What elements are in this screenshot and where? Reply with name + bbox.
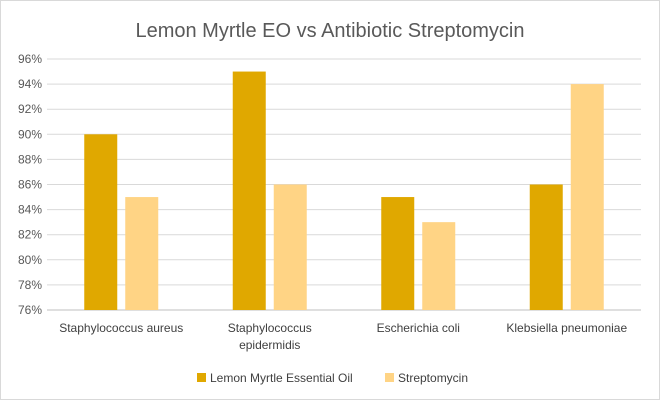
legend-swatch [385,373,394,382]
bar-streptomycin [273,184,307,310]
legend-swatch [197,373,206,382]
bar-lemon-myrtle [381,197,415,310]
y-tick-label: 82% [18,228,42,242]
x-category-label: epidermidis [239,338,300,352]
x-axis-categories: Staphylococcus aureus Staphylococcus epide… [59,321,627,352]
y-tick-label: 80% [18,253,42,267]
y-tick-label: 84% [18,203,42,217]
bar-streptomycin [125,197,159,310]
y-tick-label: 96% [18,52,42,66]
legend: Lemon Myrtle Essential Oil Streptomycin [197,371,468,385]
x-category-label: Staphylococcus [228,321,312,335]
bar-streptomycin [570,84,604,310]
y-tick-label: 88% [18,152,42,166]
x-category-label: Staphylococcus aureus [59,321,183,335]
y-axis-ticks: 76% 78% 80% 82% 84% 86% 88% 90% 92% 94% 96% [18,52,42,317]
chart-title: Lemon Myrtle EO vs Antibiotic Streptomyc… [135,20,524,42]
bar-lemon-myrtle [529,184,563,310]
y-tick-label: 78% [18,278,42,292]
bar-streptomycin [422,222,456,310]
bar-lemon-myrtle [84,134,118,310]
y-tick-label: 90% [18,127,42,141]
y-tick-label: 86% [18,178,42,192]
bars [84,71,604,310]
y-tick-label: 76% [18,303,42,317]
y-tick-label: 92% [18,102,42,116]
x-category-label: Escherichia coli [377,321,460,335]
y-tick-label: 94% [18,77,42,91]
x-category-label: Klebsiella pneumoniae [506,321,627,335]
bar-lemon-myrtle [232,71,266,310]
legend-label: Streptomycin [398,371,468,385]
legend-label: Lemon Myrtle Essential Oil [210,371,353,385]
